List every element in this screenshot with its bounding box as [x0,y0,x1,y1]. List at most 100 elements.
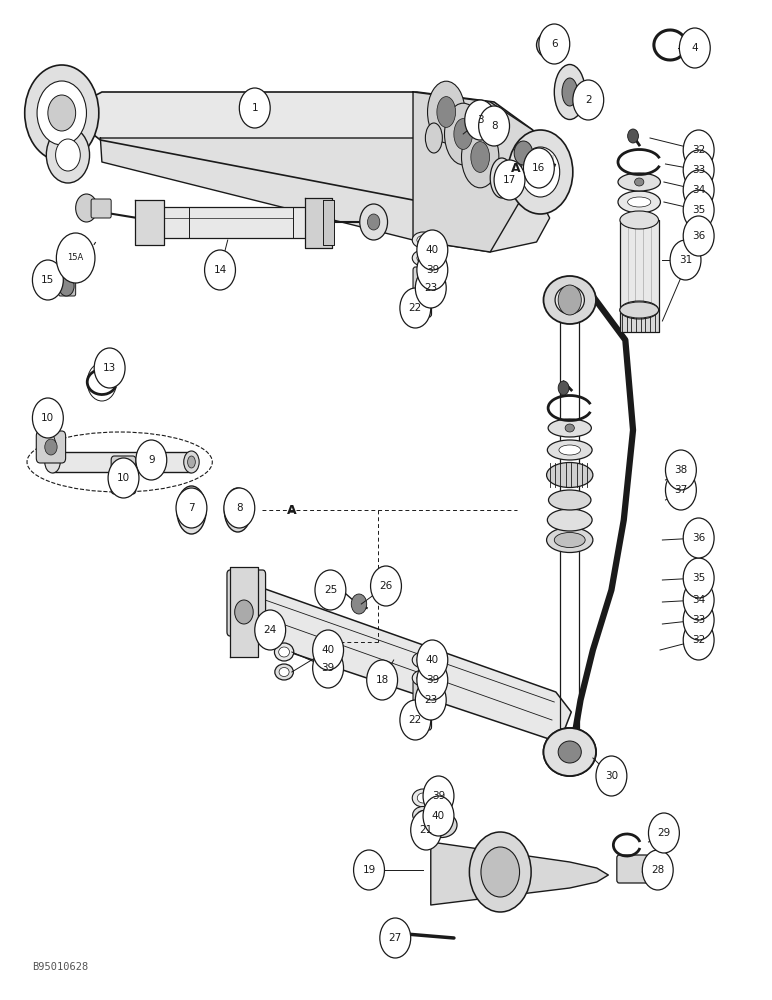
Polygon shape [52,452,191,472]
Ellipse shape [547,509,592,531]
Circle shape [596,756,627,796]
Text: 13: 13 [103,363,117,373]
Text: 21: 21 [419,825,433,835]
Polygon shape [305,198,332,248]
Circle shape [25,65,99,161]
Circle shape [665,450,696,490]
Circle shape [423,796,454,836]
FancyBboxPatch shape [59,278,76,296]
Text: 40: 40 [425,245,439,255]
Ellipse shape [417,253,429,262]
Polygon shape [413,92,533,252]
Ellipse shape [547,462,593,488]
Circle shape [108,458,139,498]
Circle shape [523,148,554,188]
Text: 35: 35 [692,573,706,583]
Circle shape [481,847,520,897]
Ellipse shape [471,142,489,172]
Ellipse shape [559,445,581,455]
Circle shape [367,214,380,230]
Text: 24: 24 [263,625,277,635]
Circle shape [315,570,346,610]
FancyBboxPatch shape [617,855,648,883]
Text: 16: 16 [532,163,546,173]
Ellipse shape [412,670,434,686]
Text: 6: 6 [551,39,557,49]
Circle shape [313,648,344,688]
Text: 15A: 15A [67,253,84,262]
Text: 40: 40 [432,811,445,821]
Text: 8: 8 [491,121,497,131]
Circle shape [59,276,74,296]
Ellipse shape [462,126,499,188]
Ellipse shape [558,741,581,763]
Text: 25: 25 [323,585,337,595]
Text: 18: 18 [375,675,389,685]
Circle shape [539,24,570,64]
Text: 30: 30 [604,771,618,781]
Text: 10: 10 [117,473,130,483]
Ellipse shape [188,456,195,468]
Text: 33: 33 [692,165,706,175]
Text: 4: 4 [692,43,698,53]
Circle shape [679,28,710,68]
Text: A: A [511,161,520,174]
Circle shape [670,240,701,280]
Ellipse shape [537,31,567,59]
Circle shape [117,467,130,483]
Ellipse shape [547,440,592,460]
Text: 34: 34 [692,185,706,195]
Circle shape [37,81,86,145]
Circle shape [514,141,533,165]
Polygon shape [238,582,571,740]
Ellipse shape [543,276,596,324]
Text: 35: 35 [692,205,706,215]
Ellipse shape [496,168,508,188]
Circle shape [683,600,714,640]
Circle shape [508,130,573,214]
Text: 39: 39 [432,791,445,801]
Text: 23: 23 [424,695,438,705]
Ellipse shape [555,286,584,314]
Ellipse shape [547,528,593,552]
Circle shape [224,488,255,528]
Ellipse shape [279,668,289,676]
Text: 22: 22 [408,303,422,313]
Circle shape [354,850,384,890]
Circle shape [417,230,448,270]
Text: 27: 27 [388,933,402,943]
Circle shape [683,620,714,660]
Text: 31: 31 [679,255,692,265]
Text: 7: 7 [188,503,195,513]
Circle shape [683,580,714,620]
Ellipse shape [433,818,450,832]
Circle shape [642,850,673,890]
Ellipse shape [554,532,585,548]
Circle shape [415,680,446,720]
Ellipse shape [230,497,245,522]
Text: 32: 32 [692,635,706,645]
Polygon shape [77,92,552,208]
Circle shape [76,194,97,222]
Ellipse shape [445,103,482,165]
Circle shape [380,918,411,958]
Ellipse shape [618,173,661,191]
Ellipse shape [454,119,472,149]
Text: 39: 39 [425,675,439,685]
Ellipse shape [185,499,198,521]
Ellipse shape [418,810,429,820]
Circle shape [628,129,638,143]
Ellipse shape [554,64,585,119]
Circle shape [683,216,714,256]
Circle shape [683,150,714,190]
Polygon shape [137,207,326,238]
Ellipse shape [177,486,206,534]
Circle shape [48,95,76,131]
Ellipse shape [548,490,591,510]
Circle shape [465,100,496,140]
Circle shape [360,204,388,240]
Circle shape [683,170,714,210]
Circle shape [56,139,80,171]
Circle shape [417,640,448,680]
Ellipse shape [413,806,434,824]
